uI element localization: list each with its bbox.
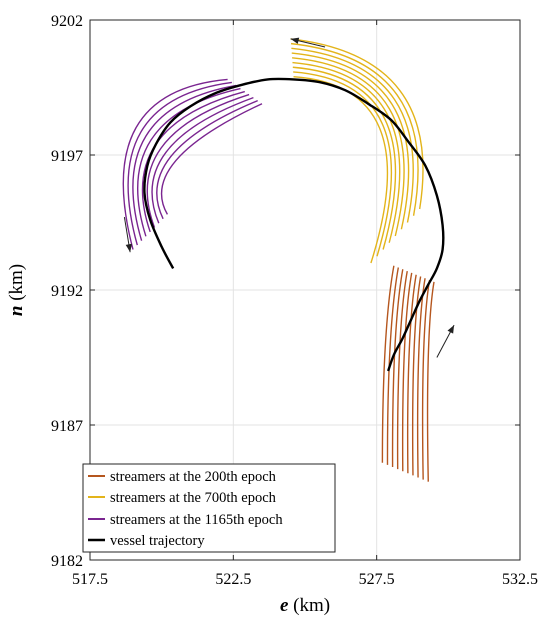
direction-arrow [123,217,133,253]
legend-label: vessel trajectory [110,533,205,549]
arrow-head [290,37,300,44]
streamer-line [421,279,431,480]
legend-label: streamers at the 700th epoch [110,490,277,506]
y-axis-unit: (km) [6,264,27,306]
y-tick-label: 9182 [51,553,83,570]
x-tick-label: 522.5 [215,571,251,588]
x-axis-label: e (km) [280,595,330,616]
x-axis-variable: e [280,595,289,616]
streamer-line [293,71,393,257]
legend: streamers at the 200th epoch streamers a… [82,463,336,553]
y-axis-label: n (km) [6,264,27,316]
streamer-line [391,269,404,468]
streamer-line [127,81,232,246]
streamer-line [381,265,395,463]
streamer-line [396,270,408,470]
streamer-line [426,281,435,482]
streamer-line [146,93,250,228]
streamer-line [406,274,417,474]
streamer-line [156,100,258,220]
streamer-line [160,103,263,215]
y-axis-variable: n [6,306,27,317]
x-tick-label: 532.5 [502,571,538,588]
y-tick-label: 9187 [51,418,83,435]
legend-label: streamers at the 200th epoch [110,469,277,485]
streamer-line [411,276,422,476]
x-tick-label: 517.5 [72,571,108,588]
legend-label: streamers at the 1165th epoch [110,512,283,528]
streamer-line [122,78,228,250]
streamers-700th-epoch [290,38,424,264]
arrow-head [125,243,133,253]
streamer-line [132,84,237,241]
ticks: 517.5 522.5 527.5 532.5 9182 9187 9192 9197 9202 [51,13,538,588]
streamer-line [293,76,389,264]
streamer-line [292,57,405,237]
vessel-trajectory-line [143,77,445,372]
streamer-line [291,52,410,230]
streamers-200th-epoch [381,265,435,482]
streamers-1165th-epoch [122,78,263,250]
streamer-line [151,96,254,224]
direction-arrows [123,37,455,358]
data-layer [122,38,445,482]
y-tick-label: 9202 [51,13,83,30]
streamer-line [137,87,241,237]
arrow-head [447,325,455,334]
y-tick-label: 9197 [51,148,83,165]
streamer-line [386,267,400,465]
direction-arrow [436,324,455,358]
streamer-line [291,47,414,223]
streamer-line [290,38,424,210]
streamer-line [292,66,397,250]
x-tick-label: 527.5 [359,571,395,588]
streamer-line [292,61,401,243]
streamer-line [401,272,413,472]
streamer-line [290,42,419,216]
legend-box [82,463,336,553]
x-axis-unit: (km) [288,595,330,616]
direction-arrow [290,37,326,48]
y-tick-label: 9192 [51,283,83,300]
